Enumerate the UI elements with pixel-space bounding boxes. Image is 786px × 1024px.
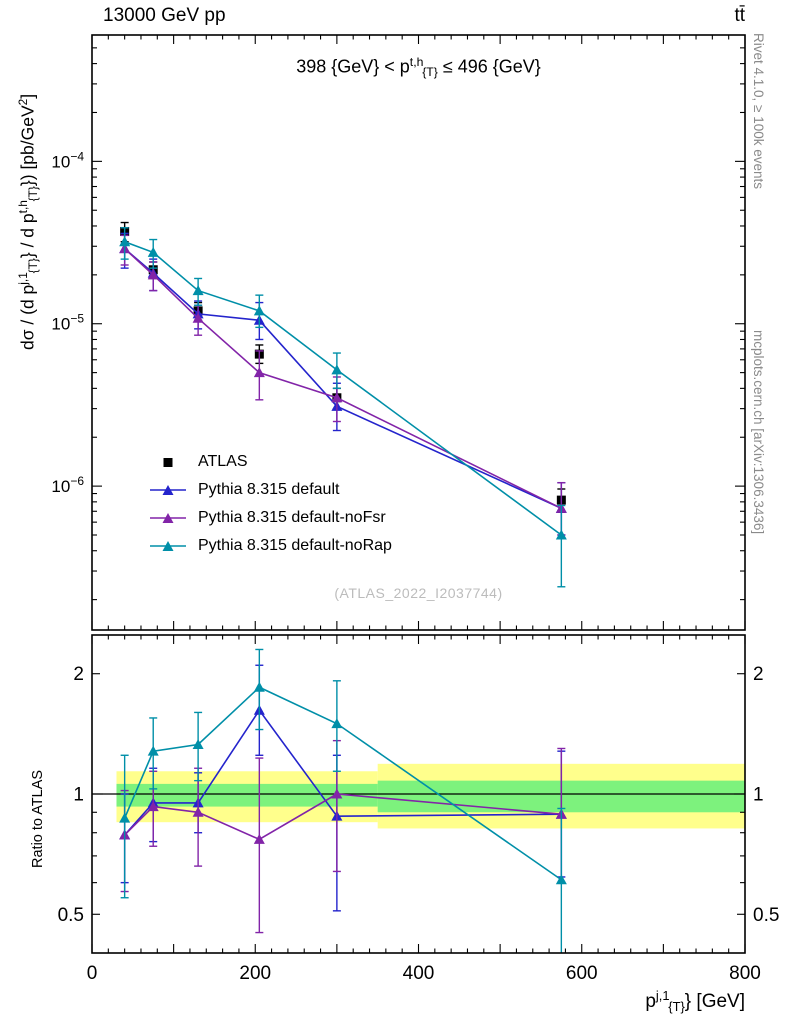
legend-item-pythia-norap: Pythia 8.315 default-noRap xyxy=(150,532,392,560)
svg-text:0: 0 xyxy=(87,963,98,984)
process-label: tt̄ xyxy=(734,5,745,26)
legend-item-pythia-default: Pythia 8.315 default xyxy=(150,476,392,504)
series-pythia-8.315-default-norap xyxy=(119,227,567,953)
axis-tick-labels: 10−4 10−5 10−6 2 2 1 1 0.5 0.5 0 200 400 600 800 xyxy=(51,149,779,984)
svg-text:2: 2 xyxy=(753,664,764,685)
pythia-default-triangle-marker-icon xyxy=(150,482,186,498)
svg-text:10−5: 10−5 xyxy=(51,312,84,334)
atlas-square-marker-icon xyxy=(150,454,186,470)
svg-text:600: 600 xyxy=(566,963,598,984)
svg-text:1: 1 xyxy=(753,785,764,806)
pythia-norap-triangle-marker-icon xyxy=(150,538,186,554)
beam-energy-label: 13000 GeV pp xyxy=(103,5,226,26)
mcplots-attribution-note: mcplots.cern.ch [arXiv:1306.3436] xyxy=(751,330,766,535)
analysis-watermark: (ATLAS_2022_I2037744) xyxy=(334,585,503,601)
svg-text:10−4: 10−4 xyxy=(51,149,84,171)
legend-label-atlas: ATLAS xyxy=(198,453,248,470)
pythia-nofsr-triangle-marker-icon xyxy=(150,510,186,526)
svg-text:1: 1 xyxy=(73,785,84,806)
svg-text:0.5: 0.5 xyxy=(753,905,779,926)
ratio-y-axis-label: Ratio to ATLAS xyxy=(30,769,46,868)
legend-label-pythia-nofsr: Pythia 8.315 default-noFsr xyxy=(198,509,386,526)
svg-text:200: 200 xyxy=(239,963,271,984)
svg-text:10−6: 10−6 xyxy=(51,474,84,496)
x-axis-label: pj,1{T}} [GeV] xyxy=(645,988,745,1014)
legend-label-pythia-default: Pythia 8.315 default xyxy=(198,481,340,498)
panel-title: 398 {GeV} < pt,h{T} ≤ 496 {GeV} xyxy=(296,55,541,80)
main-y-axis-label: dσ / (d pj,1{T}} / d pt,h{T}}) [pb/GeV2] xyxy=(16,93,41,350)
svg-text:400: 400 xyxy=(403,963,435,984)
legend: ATLAS Pythia 8.315 default Pythia 8.315 … xyxy=(150,448,392,560)
rivet-version-note: Rivet 4.1.0, ≥ 100k events xyxy=(751,33,766,189)
legend-item-pythia-nofsr: Pythia 8.315 default-noFsr xyxy=(150,504,392,532)
svg-text:0.5: 0.5 xyxy=(58,905,84,926)
svg-text:800: 800 xyxy=(729,963,761,984)
axis-ticks xyxy=(91,35,746,953)
legend-item-atlas: ATLAS xyxy=(150,448,392,476)
svg-text:2: 2 xyxy=(73,664,84,685)
legend-label-pythia-norap: Pythia 8.315 default-noRap xyxy=(198,537,392,554)
